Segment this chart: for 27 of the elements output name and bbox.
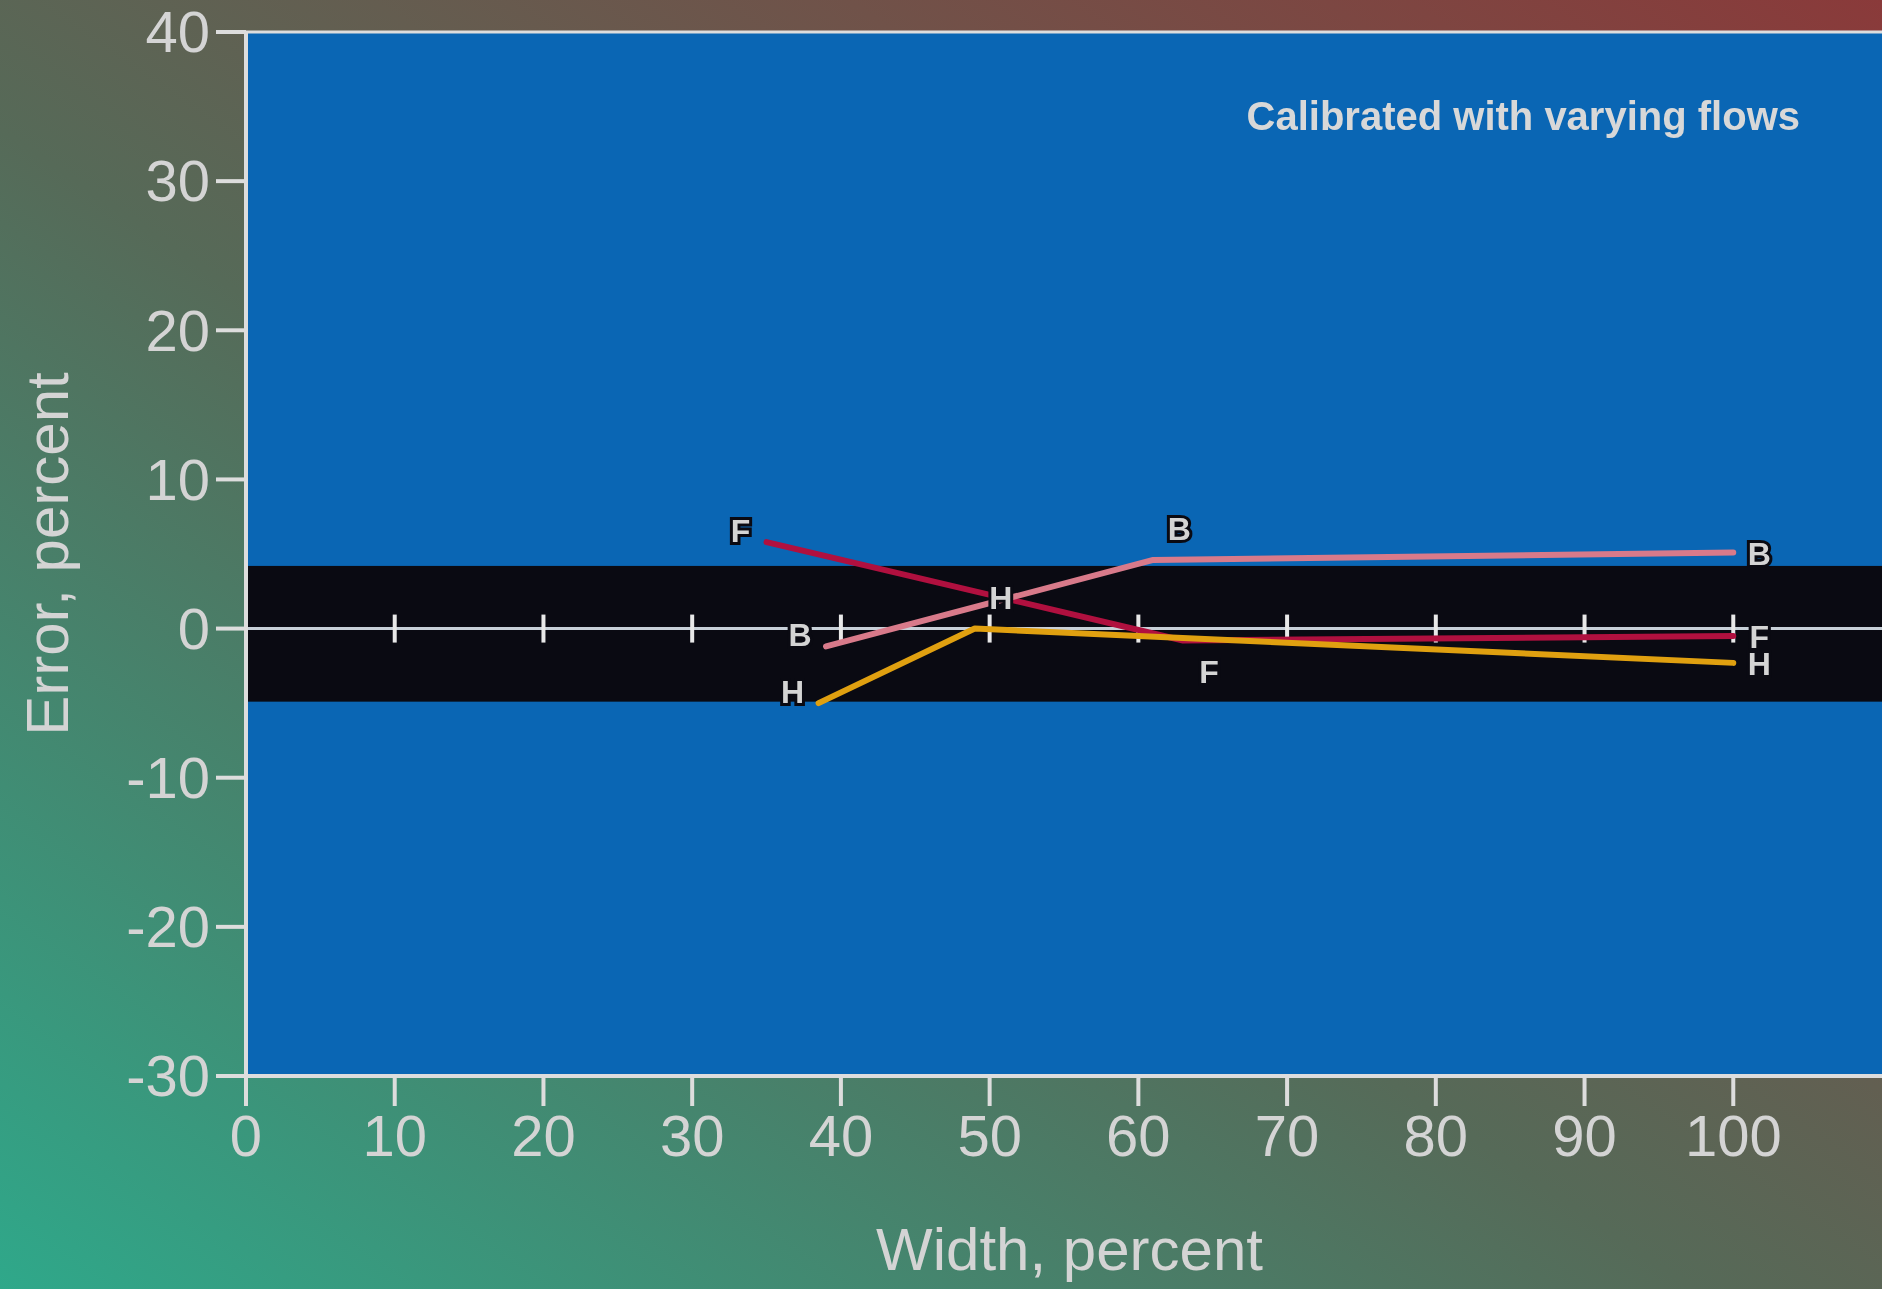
x-tick-label: 10 (362, 1103, 427, 1168)
text: B (1747, 535, 1771, 572)
y-tick-label: 0 (177, 595, 210, 661)
x-axis-title: Width, percent (876, 1216, 1264, 1283)
y-tick-label: -10 (126, 745, 210, 811)
y-tick-label: 40 (145, 0, 210, 65)
x-tick-label: 0 (229, 1103, 263, 1168)
series-label: B (1167, 510, 1191, 547)
annotation: Calibrated with varying flows (1246, 94, 1800, 138)
y-tick-label: 30 (145, 148, 210, 214)
x-tick-label: 30 (659, 1103, 725, 1168)
x-tick-label: 100 (1684, 1103, 1782, 1168)
x-tick-label: 60 (1106, 1103, 1171, 1168)
x-tick-label: 80 (1403, 1103, 1469, 1168)
y-tick-label: -30 (126, 1043, 210, 1109)
y-axis-title: Error, percent (14, 371, 81, 736)
x-tick-label: 40 (808, 1103, 874, 1168)
x-tick-label: 20 (511, 1103, 576, 1168)
x-tick-label: 70 (1254, 1103, 1320, 1168)
x-tick-label: 90 (1552, 1103, 1617, 1168)
text: H (781, 674, 805, 711)
y-tick-label: -20 (126, 894, 210, 960)
x-tick-label: 50 (957, 1103, 1022, 1168)
text: F (730, 513, 751, 550)
y-tick-label: 10 (145, 446, 210, 512)
series-label: F (1199, 653, 1219, 690)
y-tick-label: 20 (145, 297, 210, 363)
